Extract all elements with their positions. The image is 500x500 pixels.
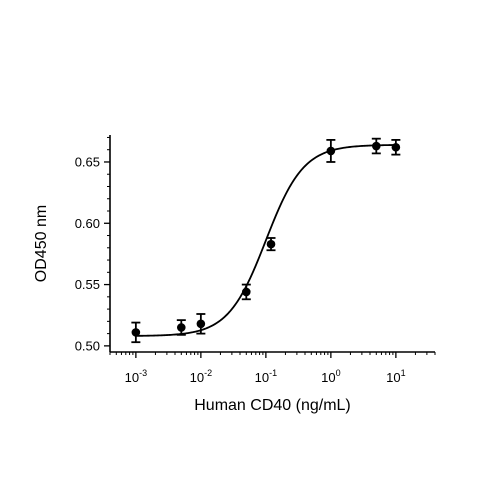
x-tick-label: 10-2 [190,368,212,385]
x-axis-title: Human CD40 (ng/mL) [194,397,351,414]
data-point-group [326,139,336,163]
y-tick-label: 0.50 [75,338,100,353]
x-tick-label: 101 [386,368,405,385]
data-point [176,323,186,332]
y-tick-label: 0.60 [75,216,100,231]
data-point [391,142,401,152]
data-point-group [176,319,186,336]
y-axis-title: OD450 nm [33,205,50,282]
y-ticks: 0.50 0.55 0.60 0.65 [75,136,110,353]
axes [109,135,435,353]
x-tick-label: 100 [321,368,340,385]
x-tick-label: 10-1 [255,368,277,385]
fit-curve [135,144,396,337]
data-point-group [241,283,251,301]
data-point [371,141,381,151]
data-point-group [266,237,276,252]
data-point [196,319,206,329]
data-point [131,328,141,337]
data-points [131,137,401,344]
data-point [326,146,336,156]
x-tick-label: 10-3 [125,368,147,385]
data-point-group [391,139,401,156]
y-tick-label: 0.65 [75,154,100,169]
y-tick-label: 0.55 [75,277,100,292]
data-point [241,287,251,297]
data-point [266,239,276,249]
data-point-group [371,137,381,155]
x-ticks: 10-3 10-2 10-1 100 101 [109,352,436,385]
data-point-group [196,313,206,335]
data-point-group [131,321,141,344]
